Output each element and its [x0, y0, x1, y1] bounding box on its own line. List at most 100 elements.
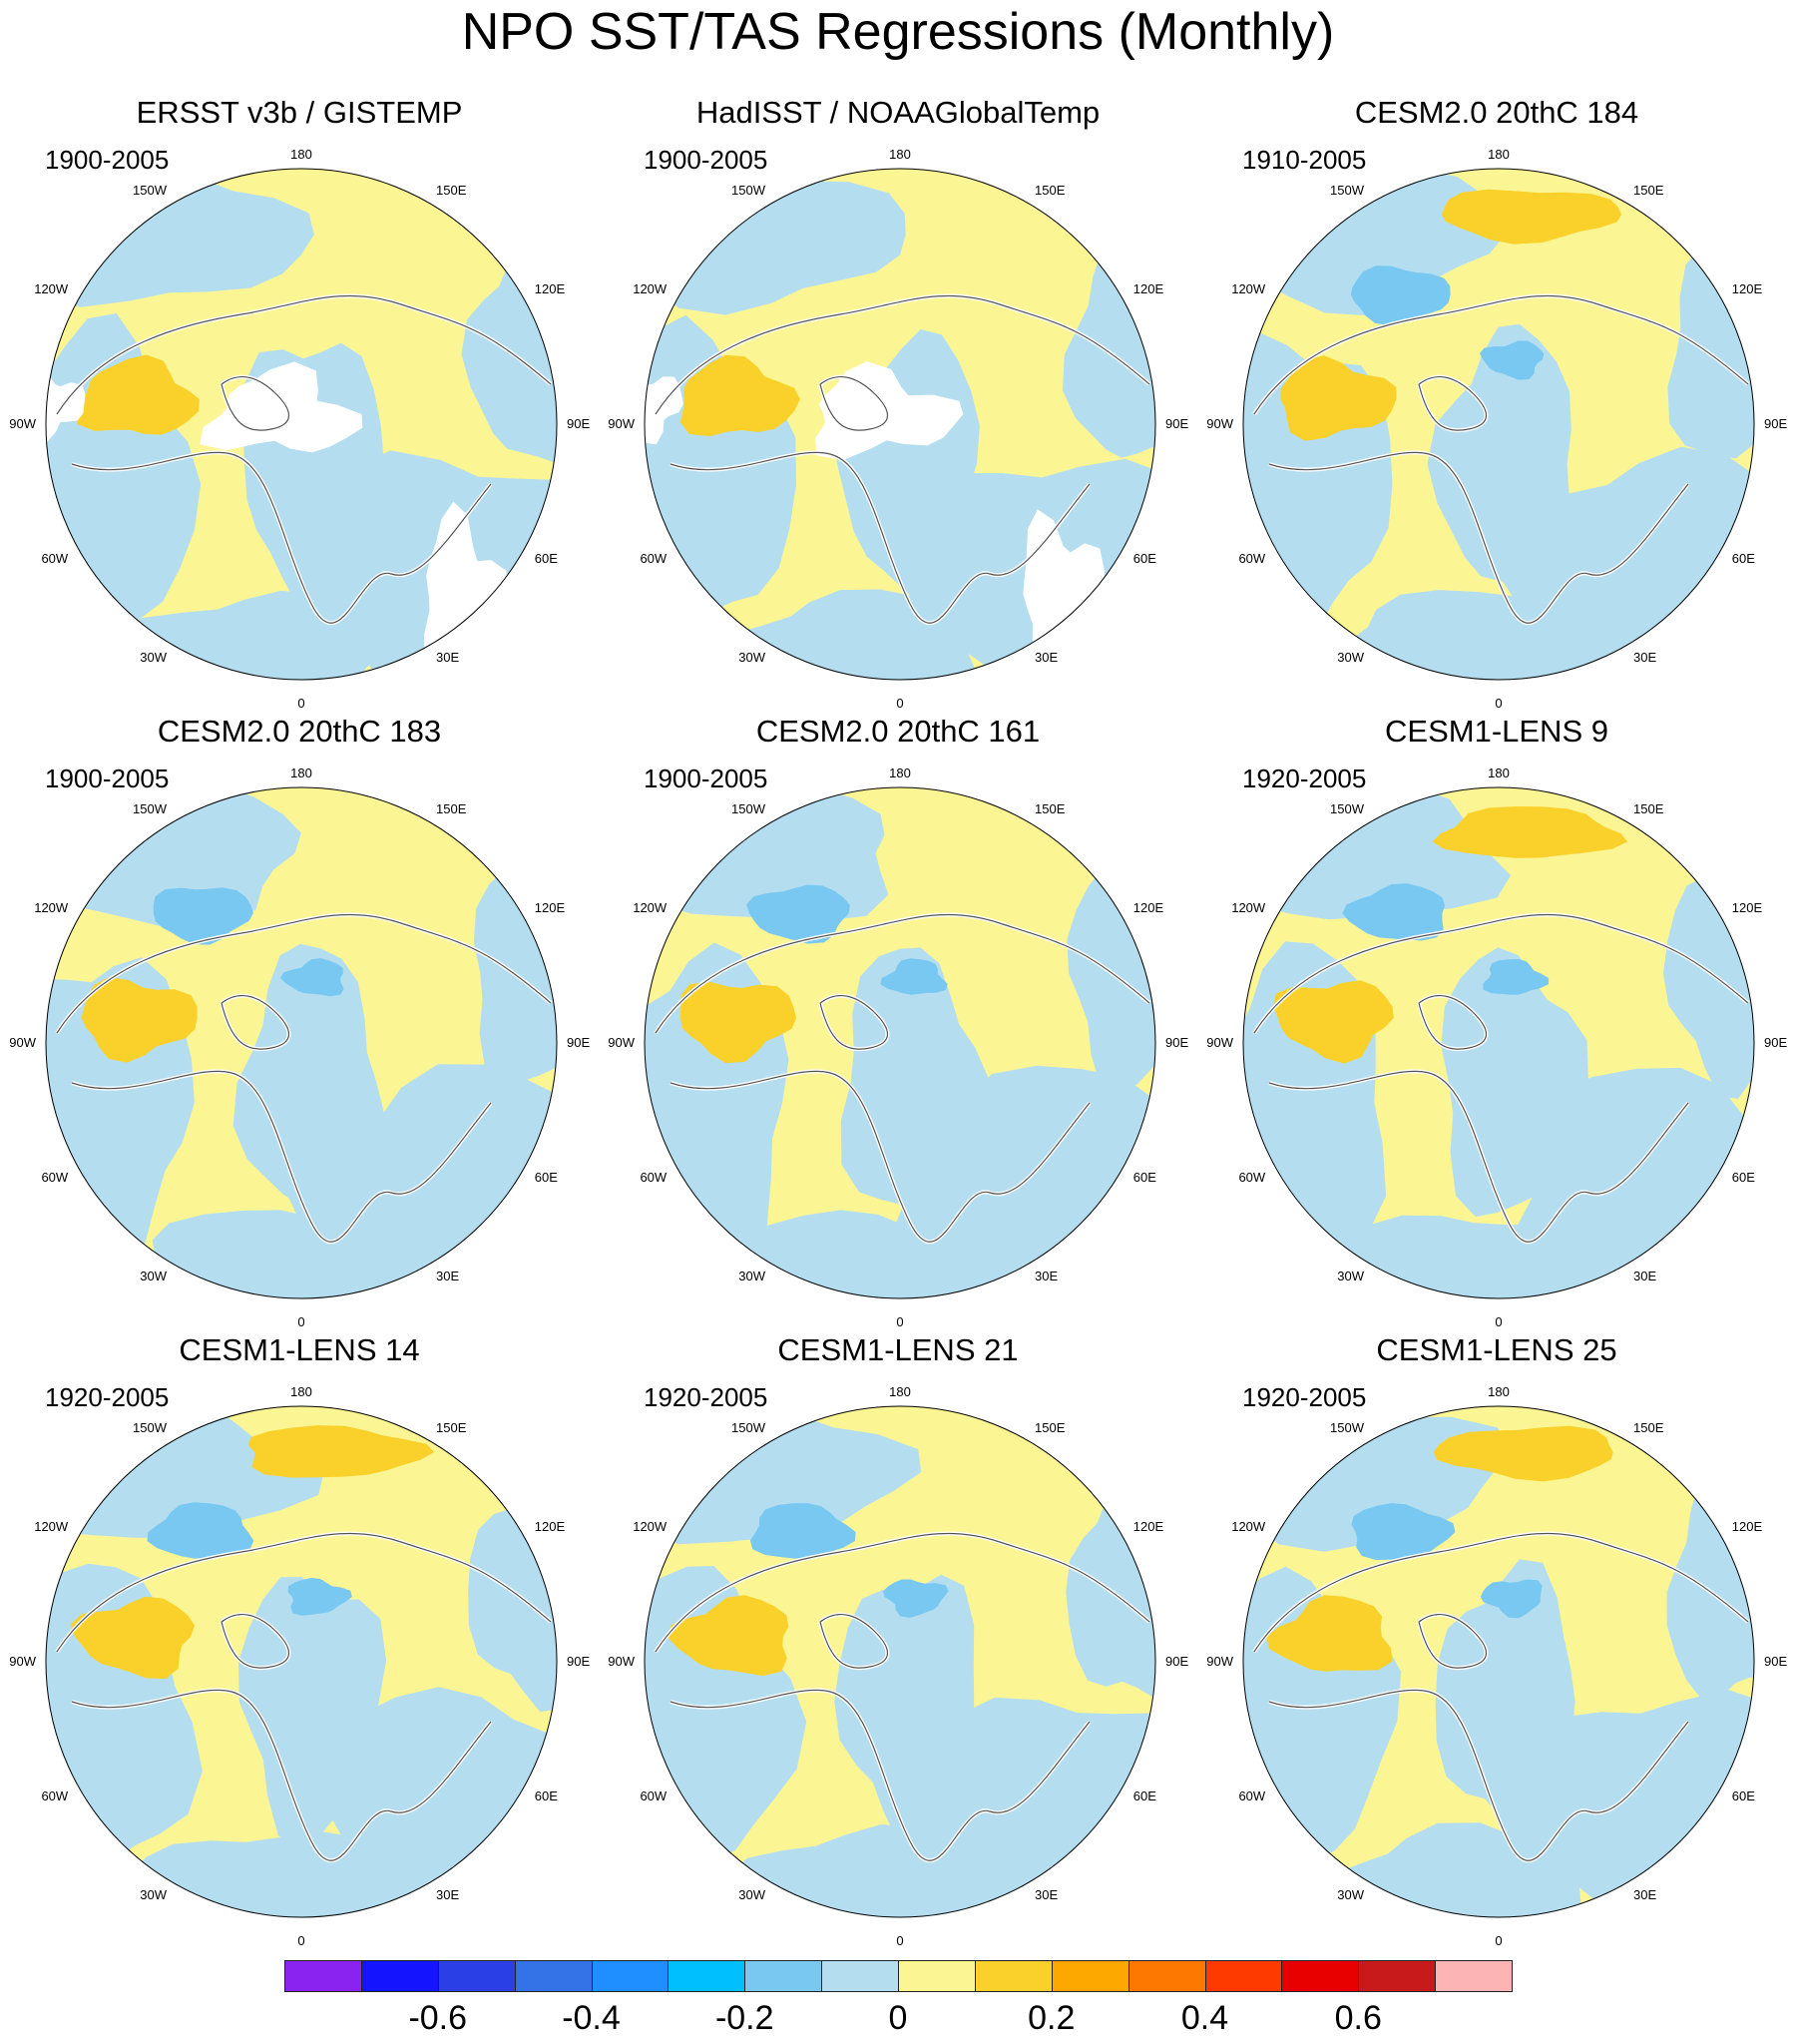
longitude-label: 0: [297, 1933, 304, 1948]
panel-period: 1920-2005: [1242, 764, 1367, 793]
map-panel: 180 150E 120E 90E 60E 30E 0 30W 60W 90W 120W 150W CE…: [1197, 714, 1796, 1332]
map-panel: 180 150E 120E 90E 60E 30E 0 30W 60W 90W 120W 150W CE…: [0, 714, 599, 1332]
arctic-negative-core: [1480, 1579, 1543, 1619]
longitude-label: 120E: [535, 900, 566, 915]
colorbar-swatch: [1358, 1960, 1437, 1992]
colorbar-swatch: [1435, 1960, 1513, 1992]
pacific-negative-core: [147, 1502, 254, 1559]
panel-title: HadISST / NOAAGlobalTemp: [695, 95, 1101, 130]
colorbar-tick-label: 0.6: [1334, 1999, 1382, 2037]
longitude-label: 60W: [640, 1170, 667, 1185]
colorbar-swatch: [437, 1960, 516, 1992]
panel-title: CESM1-LENS 14: [179, 1332, 420, 1367]
longitude-label: 90W: [608, 1035, 635, 1050]
longitude-label: 120W: [1231, 900, 1266, 915]
polar-map: 180 150E 120E 90E 60E 30E 0 30W 60W 90W 120W 150W: [1206, 766, 1787, 1329]
north-pacific-positive-core: [247, 1425, 435, 1478]
north-america-positive-core: [71, 1596, 195, 1680]
longitude-label: 30E: [436, 1887, 459, 1902]
colorbar-tick-label: 0.4: [1180, 1999, 1229, 2037]
longitude-label: 30E: [1633, 1887, 1656, 1902]
map-boundary: [45, 168, 558, 681]
arctic-negative-core: [880, 958, 948, 995]
negative-anomaly-region: [1062, 236, 1155, 458]
panel-period: 1900-2005: [644, 764, 768, 793]
arctic-negative-core: [1480, 340, 1545, 380]
longitude-label: 90E: [567, 1654, 590, 1669]
north-pacific-positive-core: [1432, 806, 1628, 858]
map-field: [645, 169, 1155, 680]
longitude-label: 150E: [1035, 1420, 1066, 1435]
pacific-negative-core: [153, 887, 253, 945]
longitude-label: 150E: [1035, 801, 1066, 816]
longitude-label: 120W: [34, 281, 69, 296]
longitude-label: 60W: [640, 1788, 667, 1803]
longitude-label: 150W: [731, 801, 766, 816]
colorbar-swatch: [1051, 1960, 1129, 1992]
negative-anomaly-region: [1323, 1215, 1596, 1298]
coastline: [56, 1532, 552, 1653]
coastline: [670, 451, 1091, 624]
coastline: [1418, 994, 1488, 1050]
longitude-label: 120E: [1732, 1519, 1763, 1534]
longitude-label: 90E: [1764, 1654, 1787, 1669]
arctic-negative-core: [1483, 959, 1550, 995]
north-pacific-positive-core: [1442, 189, 1622, 245]
pacific-negative-core: [749, 1503, 856, 1559]
polar-map: 180 150E 120E 90E 60E 30E 0 30W 60W 90W 120W 150W: [608, 766, 1188, 1329]
polar-map: 180 150E 120E 90E 60E 30E 0 30W 60W 90W 120W 150W: [9, 766, 590, 1329]
missing-data-area: [815, 361, 964, 460]
negative-anomaly-region: [237, 1577, 387, 1850]
coastline: [1418, 1613, 1488, 1669]
longitude-label: 150W: [1330, 1420, 1365, 1435]
longitude-label: 60E: [1133, 1170, 1156, 1185]
panel-period: 1900-2005: [45, 764, 170, 793]
longitude-label: 180: [889, 147, 911, 162]
polar-map: 180 150E 120E 90E 60E 30E 0 30W 60W 90W 120W 150W: [9, 147, 590, 711]
longitude-label: 60W: [1238, 1170, 1265, 1185]
map-boundary: [1242, 1405, 1755, 1918]
longitude-label: 0: [896, 1933, 903, 1948]
longitude-label: 120W: [633, 900, 668, 915]
longitude-label: 150W: [1330, 183, 1365, 198]
coastline: [670, 1689, 1091, 1861]
negative-anomaly-region: [1427, 323, 1573, 592]
longitude-label: 150W: [1330, 801, 1365, 816]
longitude-label: 150W: [133, 1420, 168, 1435]
longitude-label: 30W: [1337, 1269, 1364, 1283]
pacific-negative-core: [1350, 265, 1451, 326]
polar-map: 180 150E 120E 90E 60E 30E 0 30W 60W 90W 120W 150W: [608, 147, 1188, 711]
arctic-negative-core: [280, 958, 344, 997]
colorbar-swatch: [1127, 1960, 1206, 1992]
colorbar-swatch: [821, 1960, 899, 1992]
longitude-label: 0: [1495, 1933, 1502, 1948]
longitude-label: 60E: [1133, 1788, 1156, 1803]
longitude-label: 120W: [1231, 1519, 1266, 1534]
longitude-label: 30E: [1633, 650, 1656, 665]
longitude-label: 90W: [9, 1654, 36, 1669]
longitude-label: 30E: [1633, 1269, 1656, 1283]
longitude-label: 120W: [633, 281, 668, 296]
panel-title: CESM1-LENS 25: [1376, 1332, 1617, 1367]
longitude-label: 30W: [738, 1269, 765, 1283]
longitude-label: 120W: [34, 900, 69, 915]
colorbar-tick-label: 0.2: [1028, 1999, 1076, 2037]
coastline: [670, 1070, 1091, 1243]
map-panel: 180 150E 120E 90E 60E 30E 0 30W 60W 90W 120W 150W Ha…: [599, 95, 1197, 714]
north-america-positive-core: [1273, 980, 1394, 1064]
panel-title: CESM2.0 20thC 161: [755, 714, 1041, 749]
longitude-label: 150E: [1633, 183, 1664, 198]
longitude-label: 150E: [1633, 1420, 1664, 1435]
longitude-label: 120E: [1732, 900, 1763, 915]
coastline: [56, 913, 552, 1034]
colorbar-swatch: [974, 1960, 1053, 1992]
map-panel: 180 150E 120E 90E 60E 30E 0 30W 60W 90W 120W 150W CE…: [599, 1332, 1197, 1951]
figure-title: NPO SST/TAS Regressions (Monthly): [461, 3, 1335, 61]
longitude-label: 60E: [1732, 551, 1755, 566]
longitude-label: 60W: [640, 551, 667, 566]
map-boundary: [644, 168, 1156, 681]
panel-title: CESM1-LENS 9: [1385, 714, 1608, 749]
longitude-label: 60W: [41, 551, 68, 566]
coastline: [71, 451, 492, 624]
longitude-label: 90E: [1165, 1654, 1188, 1669]
